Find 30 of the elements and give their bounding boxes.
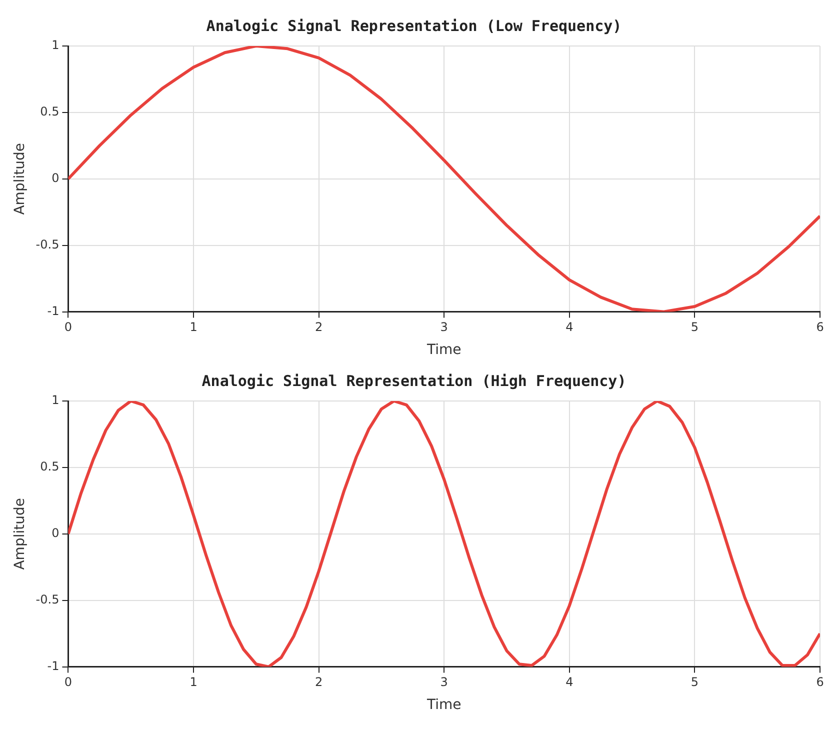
y-tick-label: 0 [52, 171, 60, 186]
x-tick-label: 1 [190, 320, 198, 334]
y-tick-label: -1 [47, 658, 60, 673]
x-axis-title: Time [426, 342, 462, 358]
y-tick-label: -1 [47, 304, 60, 318]
x-tick-label: 1 [190, 675, 198, 690]
x-tick-label: 0 [64, 320, 72, 334]
chart-title: Analogic Signal Representation (Low Frequency) [206, 16, 622, 35]
y-tick-label: 0.5 [40, 104, 60, 119]
x-tick-label: 6 [816, 320, 824, 334]
chart-title: Analogic Signal Representation (High Frequency) [202, 372, 626, 390]
x-tick-label: 0 [64, 675, 72, 690]
x-tick-label: 3 [440, 320, 448, 334]
x-tick-label: 5 [690, 675, 699, 690]
x-tick-label: 4 [566, 675, 574, 690]
x-tick-label: 5 [690, 320, 699, 334]
x-tick-label: 3 [440, 675, 448, 690]
y-tick-label: 0.5 [40, 460, 60, 474]
x-tick-label: 2 [314, 675, 323, 690]
y-tick-label: 0 [52, 526, 60, 540]
x-tick-label: 2 [314, 320, 323, 334]
y-axis-title: Amplitude [12, 143, 28, 215]
y-tick-label: -0.5 [36, 237, 60, 252]
y-tick-label: -0.5 [36, 592, 60, 606]
y-axis-title: Amplitude [12, 498, 28, 570]
x-tick-label: 6 [816, 675, 824, 690]
y-tick-label: 1 [52, 38, 60, 52]
y-tick-label: 1 [52, 393, 60, 408]
x-axis-title: Time [426, 697, 462, 714]
x-tick-label: 4 [566, 320, 574, 334]
